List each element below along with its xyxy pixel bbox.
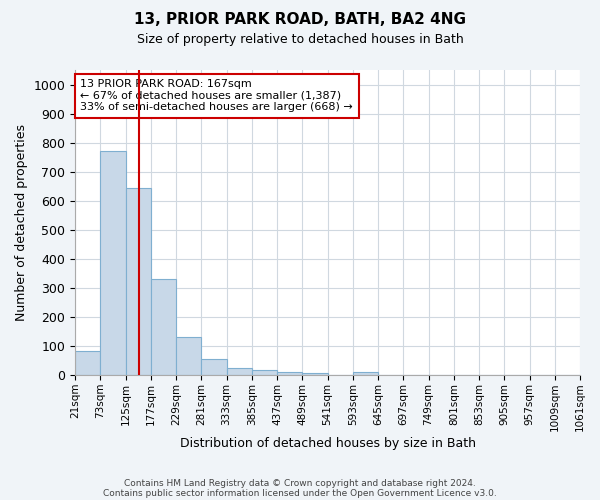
Bar — [176, 336, 202, 375]
Text: Contains HM Land Registry data © Crown copyright and database right 2024.: Contains HM Land Registry data © Crown c… — [124, 478, 476, 488]
Bar — [202, 358, 227, 375]
Bar — [252, 370, 277, 375]
Bar — [227, 368, 252, 375]
Text: 13, PRIOR PARK ROAD, BATH, BA2 4NG: 13, PRIOR PARK ROAD, BATH, BA2 4NG — [134, 12, 466, 28]
X-axis label: Distribution of detached houses by size in Bath: Distribution of detached houses by size … — [179, 437, 476, 450]
Text: Contains public sector information licensed under the Open Government Licence v3: Contains public sector information licen… — [103, 488, 497, 498]
Text: Size of property relative to detached houses in Bath: Size of property relative to detached ho… — [137, 32, 463, 46]
Bar — [277, 372, 302, 375]
Bar — [353, 372, 378, 375]
Bar — [100, 152, 125, 375]
Bar — [125, 188, 151, 375]
Bar — [75, 351, 100, 375]
Bar — [151, 280, 176, 375]
Y-axis label: Number of detached properties: Number of detached properties — [15, 124, 28, 321]
Text: 13 PRIOR PARK ROAD: 167sqm
← 67% of detached houses are smaller (1,387)
33% of s: 13 PRIOR PARK ROAD: 167sqm ← 67% of deta… — [80, 79, 353, 112]
Bar — [302, 373, 328, 375]
